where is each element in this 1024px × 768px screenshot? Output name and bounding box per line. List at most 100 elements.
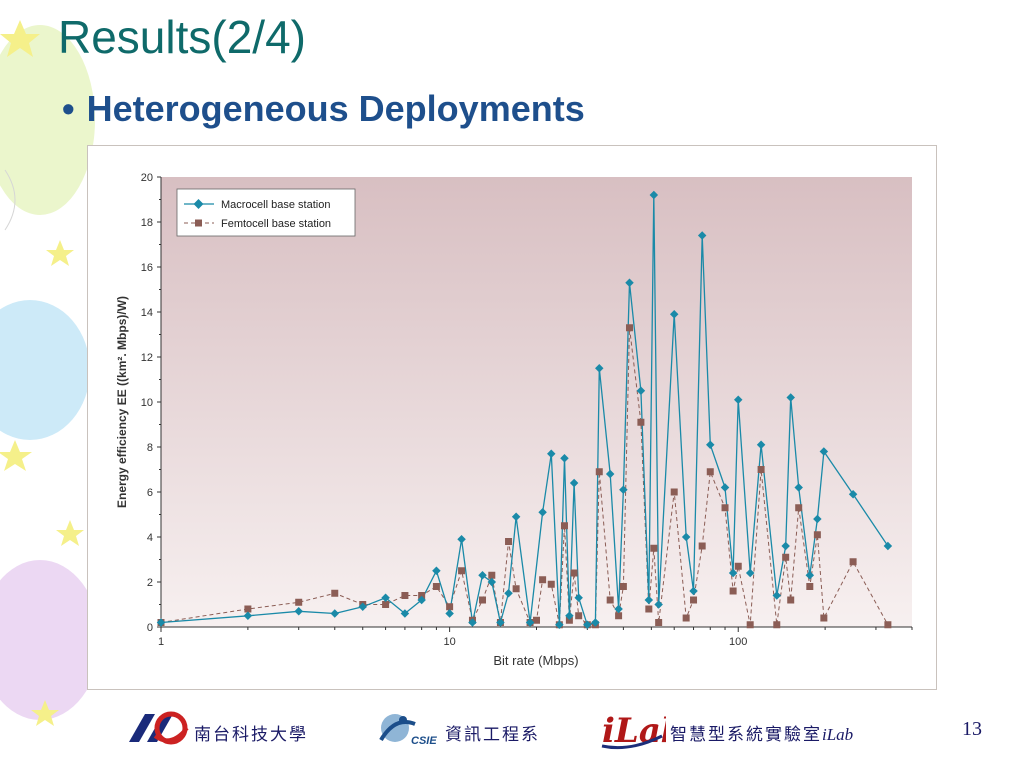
y-tick-label: 8 — [147, 442, 153, 454]
macrocell-point — [794, 483, 803, 492]
legend-femto-label: Femtocell base station — [221, 218, 331, 230]
femtocell-point — [773, 621, 781, 629]
y-tick-label: 20 — [141, 172, 153, 184]
femtocell-point — [729, 587, 737, 595]
femtocell-point — [565, 616, 573, 624]
femtocell-point — [606, 596, 614, 604]
femtocell-point — [670, 488, 678, 496]
macrocell-point — [487, 577, 497, 587]
lab-name: 智慧型系統實驗室iLab — [670, 720, 853, 745]
femtocell-point — [575, 612, 583, 620]
csie-logo: CSIE — [379, 714, 437, 747]
macrocell-point — [569, 478, 579, 488]
macrocell-point — [669, 310, 679, 319]
macrocell-point — [400, 609, 410, 618]
femtocell-point — [698, 542, 706, 550]
svg-text:CSIE: CSIE — [411, 735, 437, 747]
slide-title: Results(2/4) — [58, 11, 306, 63]
femtocell-point — [547, 580, 555, 588]
x-tick-label: 1 — [158, 636, 164, 648]
y-tick-label: 0 — [147, 622, 153, 634]
macrocell-point — [625, 278, 634, 287]
svg-text:iLab: iLab — [602, 711, 666, 751]
chart-figure: 0 2 4 6 8 10 12 14 16 18 20 1 10 100 Energy efficien… — [87, 145, 937, 690]
femtocell-point — [244, 605, 252, 613]
university-name: 南台科技大學 — [194, 725, 308, 745]
macrocell-point — [619, 485, 628, 494]
legend-macro-marker — [193, 199, 204, 209]
femtocell-point — [782, 553, 790, 561]
macrocell-point — [706, 440, 715, 449]
y-tick-label: 18 — [141, 217, 153, 229]
macrocell-point — [636, 386, 646, 395]
y-tick-labels: 0 2 4 6 8 10 12 14 16 18 20 — [141, 172, 153, 634]
femtocell-point — [813, 531, 821, 539]
femtocell-point — [734, 562, 742, 570]
macrocell-point — [417, 595, 426, 605]
femtocell-point — [418, 592, 426, 599]
macrocell-point — [819, 447, 829, 456]
femtocell-point — [615, 612, 623, 620]
x-tick-label: 10 — [443, 636, 455, 648]
macrocell-point — [496, 618, 505, 627]
macrocell-point — [583, 620, 592, 629]
femtocell-point — [512, 585, 520, 593]
ilab-logo: iLab — [601, 711, 666, 751]
femtocell-point — [884, 621, 892, 629]
y-tick-label: 4 — [147, 532, 153, 544]
background-decoration — [0, 20, 100, 726]
y-tick-label: 10 — [141, 397, 153, 409]
macrocell-point — [445, 609, 454, 618]
femtocell-point — [795, 504, 803, 512]
femtocell-point — [820, 614, 828, 622]
legend-femto-marker — [195, 219, 202, 227]
lab-suffix: iLab — [822, 725, 854, 744]
plot-area — [161, 177, 912, 627]
macrocell-point — [720, 483, 730, 492]
femtocell-point — [787, 596, 795, 604]
femtocell-point — [625, 324, 633, 332]
x-axis-label: Bit rate (Mbps) — [493, 653, 578, 668]
macrocell-point — [468, 618, 477, 627]
x-tick-labels: 1 10 100 — [158, 636, 747, 648]
legend-macro-label: Macrocell base station — [221, 199, 330, 211]
femtocell-point — [458, 567, 466, 575]
macrocell-point — [294, 607, 303, 616]
macrocell-point — [432, 566, 441, 575]
femtocell-point — [479, 596, 487, 604]
macrocell-point — [786, 393, 795, 402]
y-tick-label: 2 — [147, 577, 153, 589]
femtocell-point — [650, 544, 658, 552]
femtocell-point — [645, 605, 653, 613]
energy-efficiency-chart: 0 2 4 6 8 10 12 14 16 18 20 1 10 100 Energy efficien… — [115, 172, 913, 668]
x-tick-label: 100 — [729, 636, 747, 648]
femtocell-point — [432, 583, 440, 590]
page-number: 13 — [962, 718, 982, 740]
macrocell-point — [457, 535, 466, 544]
macrocell-point — [733, 395, 743, 404]
y-tick-label: 14 — [141, 307, 153, 319]
legend-box — [176, 188, 356, 237]
femtocell-point — [539, 576, 547, 584]
femtocell-point — [690, 596, 698, 604]
femtocell-point — [721, 504, 729, 512]
y-axis-label: Energy efficiency EE ((km². Mbps)/W) — [115, 296, 129, 508]
axes — [157, 176, 913, 632]
bullet: • — [62, 88, 75, 129]
femtocell-point — [570, 569, 578, 577]
femtocell-point — [533, 616, 540, 624]
femtocell-point — [806, 583, 814, 590]
y-tick-label: 6 — [147, 487, 153, 499]
femtocell-point — [505, 538, 513, 545]
macrocell-point — [358, 602, 367, 611]
macrocell-point — [605, 469, 615, 479]
macrocell-point — [595, 364, 604, 373]
y-tick-label: 12 — [141, 352, 153, 364]
femtocell-point — [757, 466, 765, 473]
femtocell-point — [849, 558, 857, 566]
femtocell-point — [331, 589, 339, 597]
macrocell-point — [547, 449, 556, 458]
femtocell-point — [619, 583, 627, 590]
macrocell-point — [511, 512, 521, 521]
femtocell-point — [382, 601, 390, 608]
